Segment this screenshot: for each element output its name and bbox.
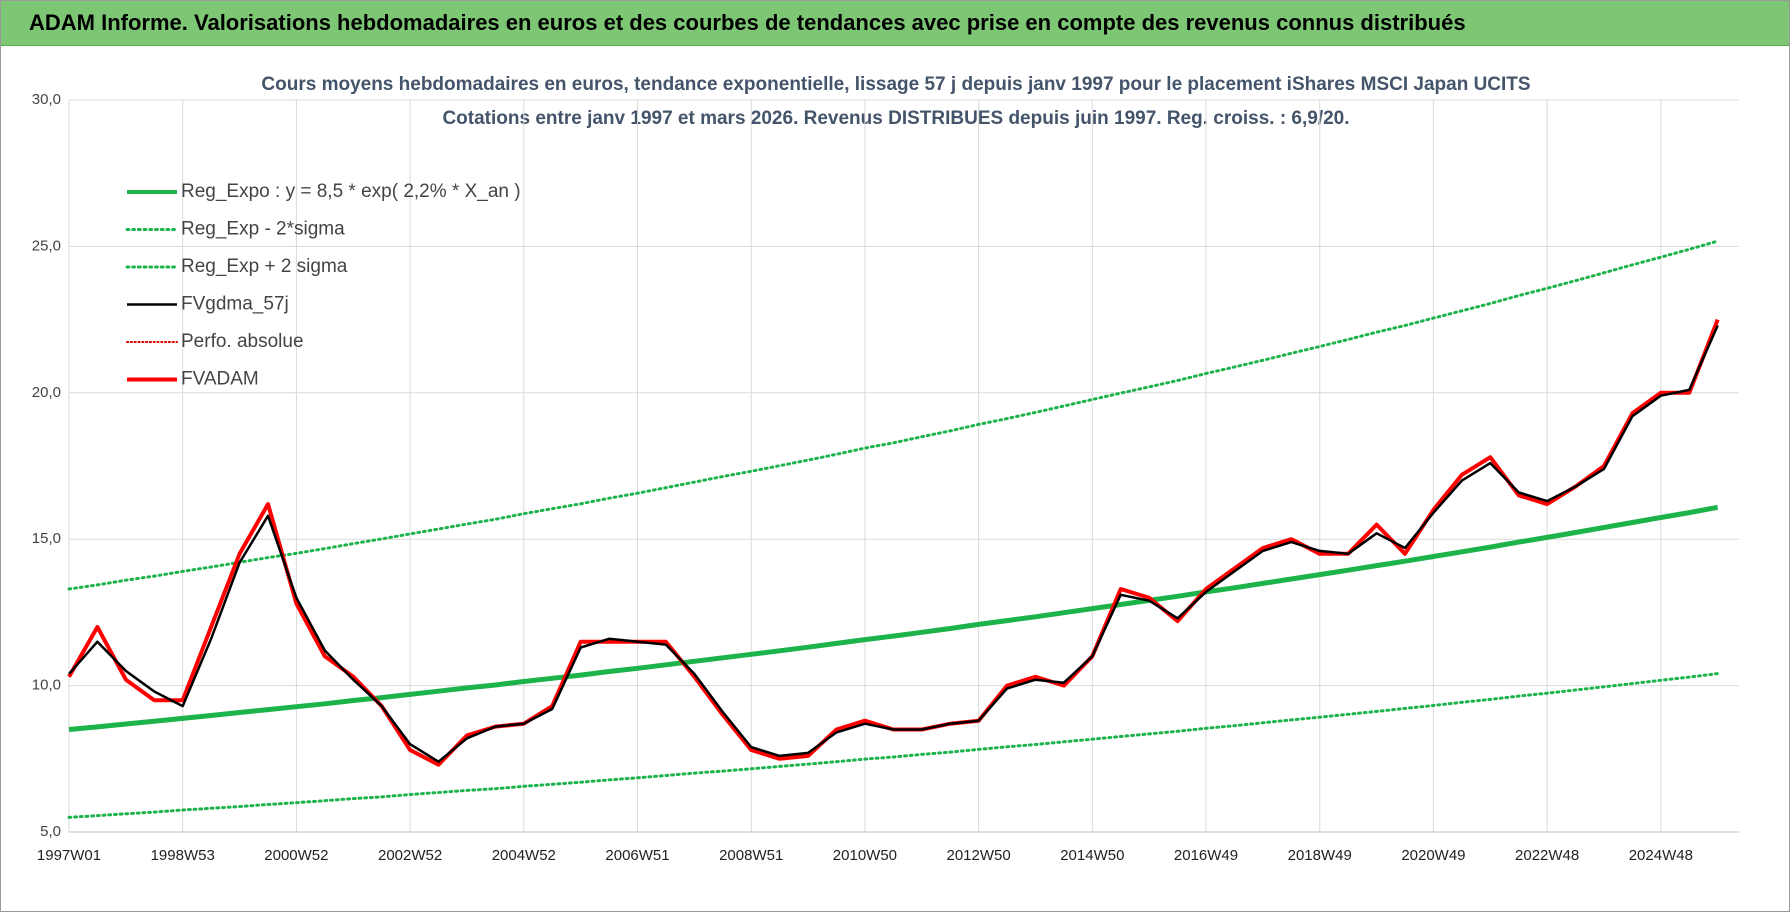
legend-label: Perfo. absolue (181, 331, 304, 352)
y-tick-label: 25,0 (32, 237, 61, 254)
x-tick-label: 2010W50 (833, 847, 897, 864)
series-line (67, 318, 1720, 767)
y-tick-label: 10,0 (32, 677, 61, 694)
x-tick-label: 2008W51 (719, 847, 783, 864)
series-line (67, 672, 1720, 819)
x-tick-label: 2018W49 (1288, 847, 1352, 864)
series-line (68, 324, 1719, 763)
x-tick-label: 2006W51 (605, 847, 669, 864)
x-tick-label: 2022W48 (1515, 847, 1579, 864)
legend-label: Reg_Expo : y = 8,5 * exp( 2,2% * X_an ) (181, 181, 521, 202)
header-title: ADAM Informe. Valorisations hebdomadaire… (29, 10, 1466, 35)
x-tick-label: 2000W52 (264, 847, 328, 864)
series-line (67, 239, 1720, 591)
x-tick-label: 2024W48 (1629, 847, 1693, 864)
header-bar: ADAM Informe. Valorisations hebdomadaire… (1, 1, 1789, 46)
x-tick-label: 1997W01 (37, 847, 101, 864)
legend-label: Reg_Exp - 2*sigma (181, 219, 345, 240)
x-tick-label: 2002W52 (378, 847, 442, 864)
legend-label: Reg_Exp + 2 sigma (181, 256, 348, 277)
x-tick-label: 2016W49 (1174, 847, 1238, 864)
x-tick-label: 2004W52 (492, 847, 556, 864)
y-tick-label: 30,0 (32, 91, 61, 108)
legend-label: FVADAM (181, 369, 259, 390)
legend-label: FVgdma_57j (181, 294, 289, 315)
chart-title: Cours moyens hebdomadaires en euros, ten… (261, 74, 1530, 95)
x-tick-label: 2012W50 (947, 847, 1011, 864)
chart-subtitle: Cotations entre janv 1997 et mars 2026. … (442, 108, 1349, 129)
y-tick-label: 20,0 (32, 384, 61, 401)
chart: Cours moyens hebdomadaires en euros, ten… (32, 74, 1739, 864)
series-line (68, 504, 1719, 732)
y-tick-label: 5,0 (40, 823, 61, 840)
x-tick-label: 1998W53 (151, 847, 215, 864)
x-tick-label: 2014W50 (1060, 847, 1124, 864)
x-tick-label: 2020W49 (1401, 847, 1465, 864)
legend: Reg_Expo : y = 8,5 * exp( 2,2% * X_an ) R… (125, 181, 521, 390)
y-tick-label: 15,0 (32, 530, 61, 547)
